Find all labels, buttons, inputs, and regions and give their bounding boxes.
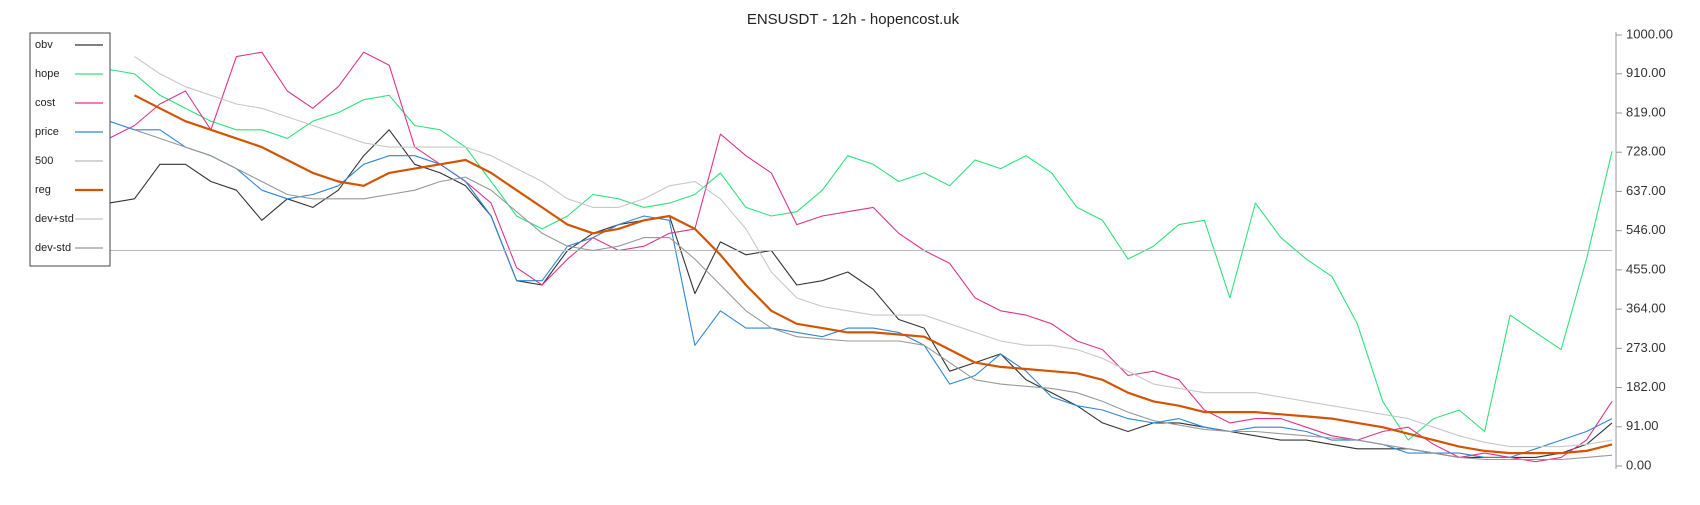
y-tick-label: 91.00 xyxy=(1626,418,1659,433)
y-tick-label: 637.00 xyxy=(1626,183,1666,198)
legend-label: dev-std xyxy=(35,242,71,254)
legend-label: cost xyxy=(35,97,55,109)
y-tick-label: 728.00 xyxy=(1626,144,1666,159)
series-line xyxy=(133,94,1613,455)
y-tick-label: 1000.00 xyxy=(1626,26,1673,41)
series-line xyxy=(108,51,1613,463)
y-tick-label: 819.00 xyxy=(1626,104,1666,119)
legend-label: reg xyxy=(35,184,51,196)
legend-label: obv xyxy=(35,39,53,51)
series-line xyxy=(108,68,1613,441)
y-tick-label: 182.00 xyxy=(1626,379,1666,394)
y-tick-label: 546.00 xyxy=(1626,222,1666,237)
legend-label: price xyxy=(35,126,59,138)
series-line xyxy=(108,129,1613,458)
legend-label: dev+std xyxy=(35,213,74,225)
chart-title: ENSUSDT - 12h - hopencost.uk xyxy=(747,11,960,28)
y-tick-label: 0.00 xyxy=(1626,457,1651,472)
y-tick-label: 455.00 xyxy=(1626,261,1666,276)
legend-label: 500 xyxy=(35,155,53,167)
legend-box xyxy=(29,32,111,267)
y-tick-label: 910.00 xyxy=(1626,65,1666,80)
y-tick-label: 273.00 xyxy=(1626,340,1666,355)
series-line xyxy=(134,56,1613,448)
legend-label: hope xyxy=(35,68,59,80)
series-line xyxy=(134,129,1613,461)
legend: obv hope cost price 500 reg dev+std dev-std xyxy=(29,32,111,267)
y-tick-label: 364.00 xyxy=(1626,301,1666,316)
